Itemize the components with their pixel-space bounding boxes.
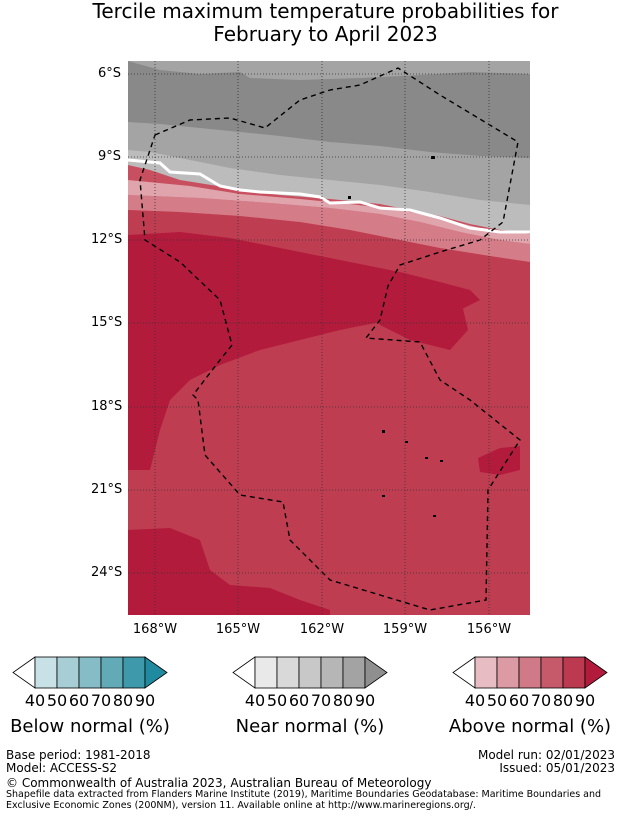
legend-near-colorbar (232, 656, 388, 689)
legend-tick-label: 80 (552, 691, 574, 710)
lat-label: 18°S (91, 399, 123, 414)
legend-swatch (496, 656, 520, 689)
lon-label: 168°W (132, 622, 178, 637)
lon-label: 159°W (382, 622, 428, 637)
legend-swatch (474, 656, 498, 689)
island-marker (433, 515, 436, 517)
legend-tick-label: 80 (112, 691, 134, 710)
model-name: Model: ACCESS-S2 (6, 761, 118, 775)
legend-tick-label: 80 (332, 691, 354, 710)
legend-swatch (254, 656, 278, 689)
legend-max-triangle (584, 656, 608, 689)
legend-swatch (540, 656, 564, 689)
legend-above-colorbar (452, 656, 608, 689)
legend-tick-label: 90 (134, 691, 156, 710)
shapefile-credit-line2: Exclusive Economic Zones (200NM), versio… (6, 800, 476, 811)
legend-tick-label: 60 (288, 691, 310, 710)
legend-max-triangle (364, 656, 388, 689)
island-marker (382, 495, 385, 497)
model-run: Model run: 02/01/2023 (477, 748, 615, 762)
copyright: © Commonwealth of Australia 2023, Austra… (6, 776, 432, 790)
legend-swatch (100, 656, 124, 689)
lon-label: 162°W (299, 622, 345, 637)
above-90-patch-east (478, 446, 520, 475)
island-marker (431, 156, 435, 159)
above-90-patch-center (360, 286, 468, 350)
legend-tick-label: 70 (310, 691, 332, 710)
legend-tick-label: 90 (574, 691, 596, 710)
lon-label: 156°W (466, 622, 512, 637)
island-marker (348, 196, 351, 199)
island-marker (440, 460, 443, 462)
above-60-band (128, 195, 530, 262)
shapefile-credit-line1: Shapefile data extracted from Flanders M… (6, 789, 602, 800)
lat-label: 6°S (98, 66, 122, 81)
legend-below-label: Below normal (%) (10, 716, 170, 737)
island-marker (405, 441, 408, 443)
legend-swatch (78, 656, 102, 689)
legend-swatch (122, 656, 146, 689)
legend-swatch (342, 656, 366, 689)
lat-label: 24°S (91, 565, 123, 580)
island-marker (382, 430, 385, 433)
eez-boundary (139, 67, 521, 611)
map-field (128, 61, 530, 615)
legend-tick-label: 40 (24, 691, 46, 710)
legend-above-label: Above normal (%) (448, 716, 612, 737)
lat-label: 12°S (91, 232, 123, 247)
lat-label: 15°S (91, 315, 123, 330)
above-90-region-south (128, 528, 330, 615)
legend-tick-label: 50 (46, 691, 68, 710)
legend-min-triangle (12, 656, 36, 689)
legend-swatch (298, 656, 322, 689)
legend-tick-label: 90 (354, 691, 376, 710)
map-title-line1: Tercile maximum temperature probabilitie… (92, 0, 559, 23)
lat-label: 9°S (98, 149, 122, 164)
legend-near-label: Near normal (%) (235, 716, 385, 737)
base-period: Base period: 1981-2018 (6, 748, 151, 762)
legend-max-triangle (144, 656, 168, 689)
issued-date: Issued: 05/01/2023 (499, 761, 615, 775)
legend-swatch (276, 656, 300, 689)
legend-tick-label: 40 (464, 691, 486, 710)
legend-swatch (562, 656, 586, 689)
legend-swatch (34, 656, 58, 689)
legend-tick-label: 60 (68, 691, 90, 710)
above-50-band (128, 180, 530, 244)
legend-tick-label: 60 (508, 691, 530, 710)
legend-swatch (320, 656, 344, 689)
legend-min-triangle (452, 656, 476, 689)
legend-below-colorbar (12, 656, 168, 689)
lon-label: 165°W (215, 622, 261, 637)
near-90-band (128, 61, 530, 158)
legend-swatch (518, 656, 542, 689)
category-boundary-line (128, 158, 530, 234)
legend-min-triangle (232, 656, 256, 689)
legend-tick-label: 50 (266, 691, 288, 710)
legend-tick-label: 70 (530, 691, 552, 710)
map-title-line2: February to April 2023 (213, 22, 438, 46)
legend-tick-label: 50 (486, 691, 508, 710)
legend-swatch (56, 656, 80, 689)
island-marker (425, 457, 428, 459)
legend-tick-label: 40 (244, 691, 266, 710)
graticule (128, 61, 530, 615)
legend-tick-label: 70 (90, 691, 112, 710)
lat-label: 21°S (91, 482, 123, 497)
